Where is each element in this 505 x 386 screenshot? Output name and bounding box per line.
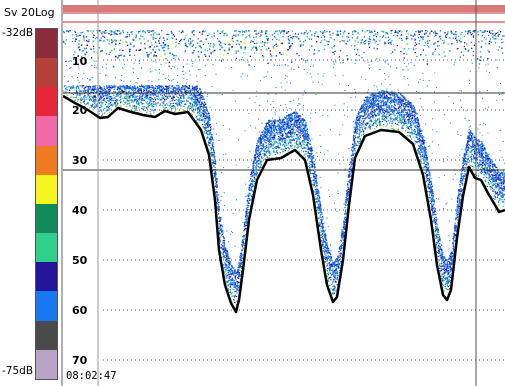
depth-label-10: 10: [72, 55, 88, 68]
depth-label-60: 60: [72, 304, 88, 317]
surface-band: [63, 5, 505, 12]
color-scale-swatch: [36, 291, 57, 321]
panel-divider: [61, 0, 63, 386]
color-scale-min-label: -75dB: [2, 365, 34, 377]
depth-label-50: 50: [72, 254, 88, 267]
depth-label-30: 30: [72, 154, 88, 167]
color-scale-bar: [35, 28, 58, 380]
echogram-canvas[interactable]: [63, 0, 505, 386]
color-scale-swatch: [36, 203, 57, 234]
color-scale-swatch: [36, 262, 57, 292]
color-scale-swatch: [36, 58, 57, 88]
seabed-bottom-line: [63, 94, 505, 314]
color-scale-swatch: [36, 29, 57, 59]
echogram-view[interactable]: 10 20 30 40 50 60 70 08:02:47: [63, 0, 505, 386]
color-scale-swatch: [36, 320, 57, 350]
color-scale-swatch: [36, 174, 57, 204]
color-scale-swatch: [36, 349, 57, 379]
color-scale-max-label: -32dB: [2, 27, 34, 39]
color-scale-title: Sv 20Log: [4, 6, 55, 19]
color-scale-swatch: [36, 233, 57, 263]
echo-returns: [63, 30, 505, 306]
color-scale-swatch: [36, 87, 57, 117]
color-scale-panel: Sv 20Log -32dB -75dB: [0, 0, 62, 386]
depth-label-40: 40: [72, 204, 88, 217]
color-scale-swatch: [36, 145, 57, 175]
depth-label-20: 20: [72, 104, 88, 117]
color-scale-swatch: [36, 116, 57, 146]
depth-label-70: 70: [72, 354, 88, 367]
ping-timestamp: 08:02:47: [66, 370, 117, 382]
